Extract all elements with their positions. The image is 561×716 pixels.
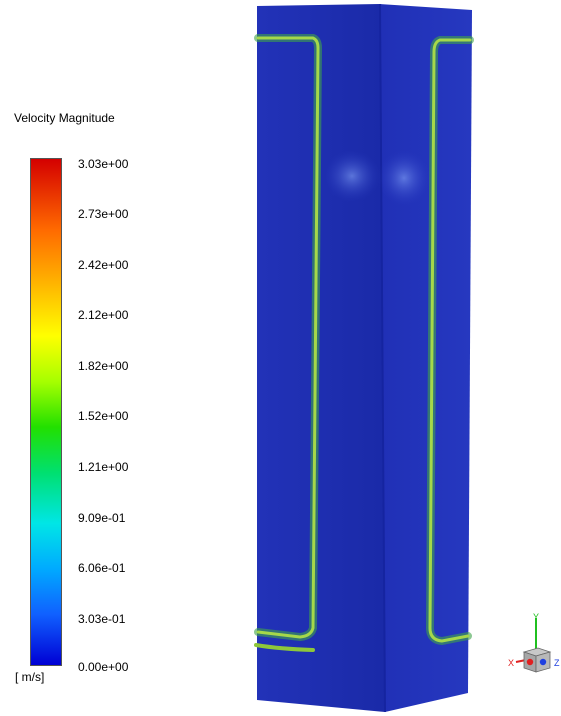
triad-x-label: X xyxy=(508,658,514,668)
orientation-triad[interactable]: Y X Z xyxy=(508,612,560,682)
color-bar xyxy=(30,158,62,666)
tick-label: 3.03e-01 xyxy=(78,612,126,626)
right-channel-bands xyxy=(425,36,474,646)
column-right-face xyxy=(380,4,472,712)
tick-label: 2.42e+00 xyxy=(78,258,129,272)
left-channel-bands xyxy=(254,34,323,652)
tick-label: 9.09e-01 xyxy=(78,511,126,525)
tick-label: 1.21e+00 xyxy=(78,460,129,474)
units-label: [ m/s] xyxy=(15,670,45,684)
triad-y-label: Y xyxy=(533,612,539,622)
vortex-highlight xyxy=(378,150,430,206)
tick-label: 3.03e+00 xyxy=(78,157,129,171)
tick-label: 1.82e+00 xyxy=(78,359,129,373)
vortex-highlight xyxy=(324,150,380,202)
tick-label: 0.00e+00 xyxy=(78,660,129,674)
tick-label: 1.52e+00 xyxy=(78,409,129,423)
column-edge xyxy=(379,3,386,713)
tick-label: 6.06e-01 xyxy=(78,561,126,575)
tick-label: 2.73e+00 xyxy=(78,207,129,221)
triad-z-label: Z xyxy=(554,658,560,668)
legend-title: Velocity Magnitude xyxy=(14,111,115,125)
tick-label: 2.12e+00 xyxy=(78,308,129,322)
